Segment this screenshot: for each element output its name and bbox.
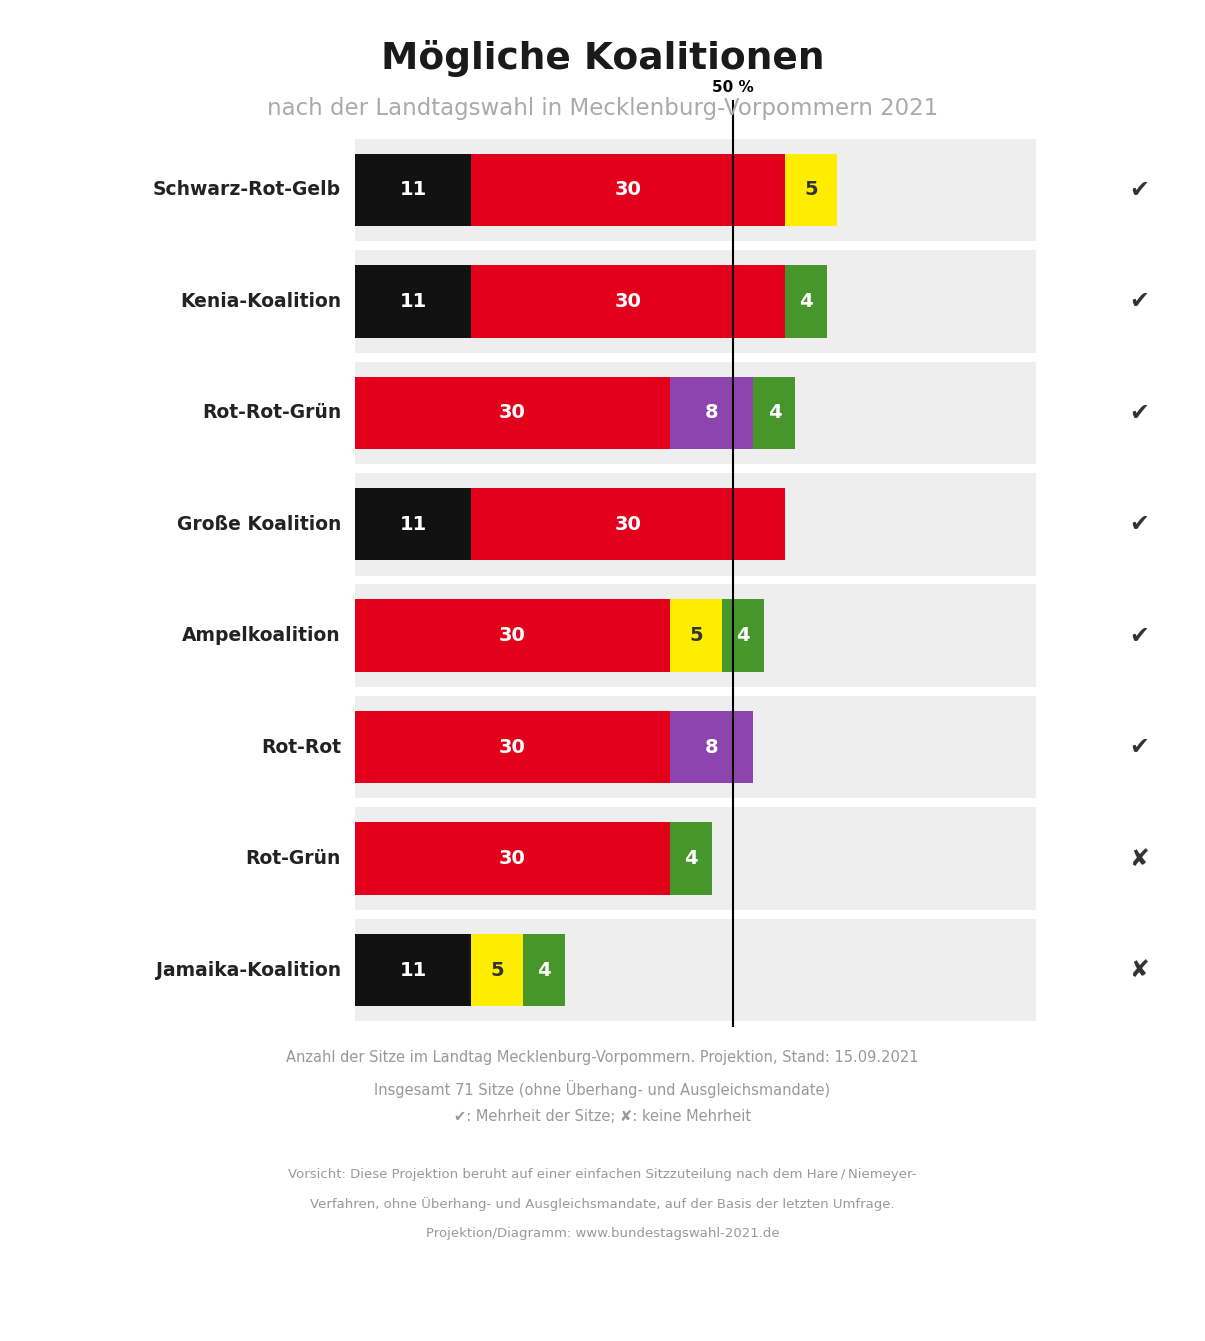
Text: Vorsicht: Diese Projektion beruht auf einer einfachen Sitzzuteilung nach dem Har: Vorsicht: Diese Projektion beruht auf ei… [288, 1168, 917, 1181]
Bar [355, 919, 1036, 1022]
Bar [355, 599, 670, 672]
Text: ✔: Mehrheit der Sitze; ✘: keine Mehrheit: ✔: Mehrheit der Sitze; ✘: keine Mehrheit [454, 1109, 751, 1124]
Bar [471, 933, 523, 1006]
Text: 11: 11 [400, 180, 427, 200]
Text: ✔: ✔ [1129, 624, 1148, 648]
Bar [523, 933, 565, 1006]
Bar [670, 822, 712, 894]
Text: 11: 11 [400, 292, 427, 311]
Text: Rot-Grün: Rot-Grün [246, 849, 341, 868]
Text: 30: 30 [615, 180, 641, 200]
Text: 4: 4 [768, 404, 781, 422]
Bar [784, 154, 837, 227]
Text: 8: 8 [705, 404, 718, 422]
Bar [355, 488, 471, 561]
Bar [355, 822, 670, 894]
Bar [355, 362, 1036, 464]
Bar [670, 599, 722, 672]
Text: ✘: ✘ [1129, 957, 1148, 982]
Text: ✔: ✔ [1129, 735, 1148, 759]
Text: 8: 8 [705, 738, 718, 756]
Text: Jamaika-Koalition: Jamaika-Koalition [155, 960, 341, 980]
Text: nach der Landtagswahl in Mecklenburg-Vorpommern 2021: nach der Landtagswahl in Mecklenburg-Vor… [266, 97, 939, 119]
Text: Rot-Rot-Grün: Rot-Rot-Grün [201, 404, 341, 422]
Bar [471, 266, 784, 338]
Bar [753, 377, 795, 449]
Bar [471, 154, 784, 227]
Text: Anzahl der Sitze im Landtag Mecklenburg-Vorpommern. Projektion, Stand: 15.09.202: Anzahl der Sitze im Landtag Mecklenburg-… [287, 1050, 918, 1065]
Text: ✔: ✔ [1129, 290, 1148, 314]
Bar [355, 933, 471, 1006]
Text: Projektion/Diagramm: www.bundestagswahl-2021.de: Projektion/Diagramm: www.bundestagswahl-… [425, 1227, 780, 1240]
Bar [471, 488, 784, 561]
Bar [784, 266, 827, 338]
Text: Verfahren, ohne Überhang- und Ausgleichsmandate, auf der Basis der letzten Umfra: Verfahren, ohne Überhang- und Ausgleichs… [310, 1198, 895, 1211]
Bar [355, 807, 1036, 911]
Text: 4: 4 [799, 292, 812, 311]
Bar [355, 696, 1036, 798]
Text: Ampelkoalition: Ampelkoalition [182, 626, 341, 645]
Text: ✔: ✔ [1129, 401, 1148, 425]
Text: Insgesamt 71 Sitze (ohne Überhang- und Ausgleichsmandate): Insgesamt 71 Sitze (ohne Überhang- und A… [375, 1080, 830, 1097]
Bar [355, 249, 1036, 353]
Bar [355, 473, 1036, 575]
Bar [355, 138, 1036, 241]
Bar [670, 711, 753, 783]
Bar [355, 154, 471, 227]
Text: 4: 4 [684, 849, 698, 868]
Bar [355, 711, 670, 783]
Text: 30: 30 [499, 404, 527, 422]
Text: 30: 30 [615, 515, 641, 534]
Text: 5: 5 [490, 960, 504, 980]
Bar [670, 377, 753, 449]
Text: ✘: ✘ [1129, 846, 1148, 870]
Text: ✔: ✔ [1129, 512, 1148, 536]
Text: 4: 4 [537, 960, 551, 980]
Bar [355, 585, 1036, 687]
Bar [355, 266, 471, 338]
Text: 30: 30 [499, 626, 527, 645]
Text: 30: 30 [499, 738, 527, 756]
Text: 11: 11 [400, 515, 427, 534]
Text: 11: 11 [400, 960, 427, 980]
Text: 30: 30 [499, 849, 527, 868]
Text: Rot-Rot: Rot-Rot [261, 738, 341, 756]
Text: Mögliche Koalitionen: Mögliche Koalitionen [381, 40, 824, 78]
Text: 5: 5 [689, 626, 703, 645]
Text: ✔: ✔ [1129, 178, 1148, 202]
Text: Schwarz-Rot-Gelb: Schwarz-Rot-Gelb [153, 180, 341, 200]
Bar [355, 377, 670, 449]
Text: Große Koalition: Große Koalition [177, 515, 341, 534]
Text: 4: 4 [736, 626, 750, 645]
Text: 50 %: 50 % [712, 80, 753, 95]
Text: 5: 5 [804, 180, 818, 200]
Bar [722, 599, 764, 672]
Text: Kenia-Koalition: Kenia-Koalition [180, 292, 341, 311]
Text: 30: 30 [615, 292, 641, 311]
